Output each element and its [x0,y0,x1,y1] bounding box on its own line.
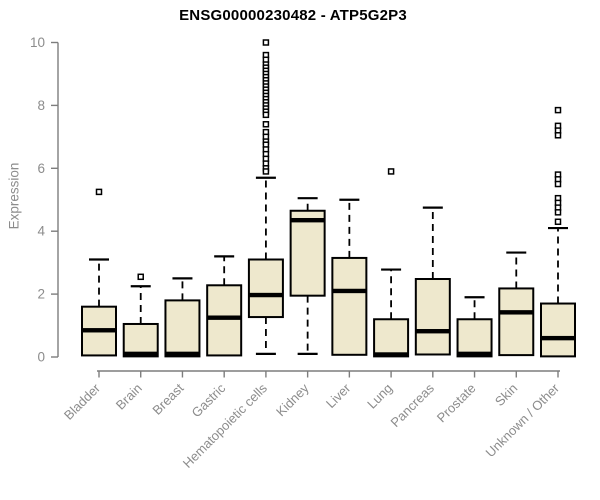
outlier-lung-0 [387,168,395,175]
median-bladder [82,328,116,333]
y-tick-label-0: 0 [37,350,45,365]
outlier-unknown-other-6 [554,180,562,188]
box-lung [373,318,410,358]
outlier-bladder-0 [95,188,103,196]
box-unknown-other [540,302,576,358]
y-tick-label-8: 8 [37,98,45,113]
box-prostate [456,318,493,358]
median-gastric [207,315,242,320]
x-tick-label-skin: Skin [492,381,520,409]
median-hematopoietic-cells [248,292,283,298]
median-skin [499,310,534,315]
y-tick-label-6: 6 [37,161,45,176]
box-brain [122,322,159,358]
x-tick-label-breast: Breast [149,380,186,417]
x-tick-label-brain: Brain [113,381,145,413]
box-skin [498,287,535,357]
y-tick-label-4: 4 [37,224,45,239]
x-tick-label-unknown-other: Unknown / Other [483,380,563,460]
box-kidney [289,209,326,297]
x-tick-label-gastric: Gastric [189,380,229,420]
median-liver [332,288,367,294]
outlier-unknown-other-11 [554,218,562,226]
y-tick-label-10: 10 [30,35,45,50]
outlier-hematopoietic-cells-0 [262,39,270,46]
box-hematopoietic-cells [247,258,284,319]
median-lung [374,352,409,357]
x-tick-label-kidney: Kidney [273,380,312,419]
median-breast [165,351,200,357]
box-gastric [206,284,243,357]
outlier-hematopoietic-cells-30 [262,168,270,175]
box-liver [331,256,368,356]
outlier-unknown-other-3 [554,132,562,139]
outlier-hematopoietic-cells-19 [262,111,270,119]
outlier-hematopoietic-cells-20 [262,121,270,128]
x-tick-label-pancreas: Pancreas [387,380,437,430]
x-tick-label-bladder: Bladder [61,380,104,423]
median-kidney [290,217,325,223]
median-unknown-other [541,335,575,341]
outlier-brain-0 [137,273,144,281]
box-breast [164,299,201,358]
x-tick-label-liver: Liver [323,380,354,411]
outlier-unknown-other-10 [554,209,562,216]
y-tick-label-2: 2 [37,287,45,302]
median-brain [123,351,158,357]
median-prostate [457,351,492,357]
box-pancreas [414,278,451,356]
chart-title: ENSG00000230482 - ATP5G2P3 [179,7,407,24]
x-tick-label-prostate: Prostate [434,381,479,426]
x-tick-label-lung: Lung [364,381,395,412]
median-pancreas [415,329,450,334]
outlier-unknown-other-0 [554,106,562,114]
